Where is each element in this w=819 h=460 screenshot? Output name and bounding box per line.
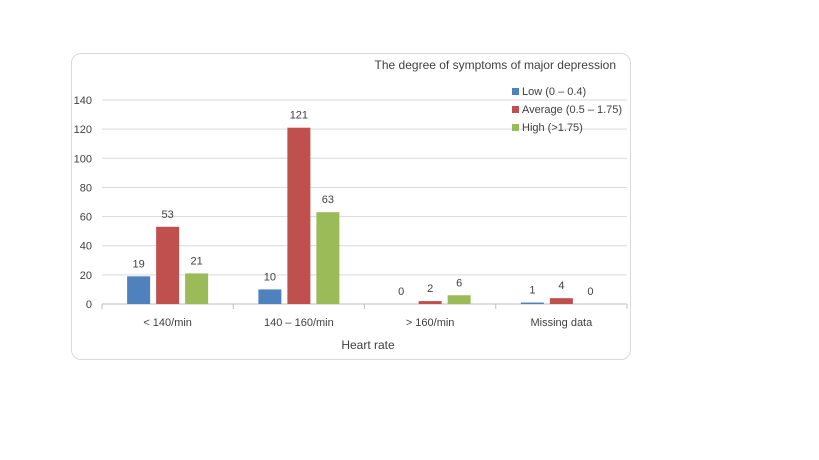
bar [520,302,544,304]
data-label: 6 [456,277,462,289]
y-tick-label: 80 [80,182,92,194]
x-tick-label: 140 – 160/min [264,317,334,329]
bar [418,301,442,304]
x-tick-label: Missing data [530,317,593,329]
legend-swatch [512,124,519,131]
legend-swatch [512,106,519,113]
bar [447,295,471,304]
data-label: 0 [398,286,404,298]
bar [185,273,209,304]
bar [549,298,573,304]
y-tick-label: 40 [80,241,92,253]
data-label: 63 [322,194,334,206]
bars [127,127,573,304]
data-label: 4 [558,280,564,292]
bar [258,289,282,304]
data-label: 19 [133,258,145,270]
data-label: 0 [587,286,593,298]
data-label: 121 [290,110,308,122]
y-tick-label: 60 [80,212,92,224]
y-tick-label: 120 [74,124,92,136]
legend: Low (0 – 0.4) Average (0.5 – 1.75) High (>… [512,86,622,134]
y-tick-label: 100 [74,153,92,165]
bar [156,226,180,304]
data-label: 1 [529,285,535,297]
bar [287,127,311,304]
data-label: 2 [427,283,433,295]
legend-title: The degree of symptoms of major depressi… [375,58,616,72]
y-tick-label: 0 [86,299,92,311]
chart-frame [71,53,631,360]
x-axis-ticks: < 140/min 140 – 160/min > 160/min Missing d… [143,317,593,329]
legend-entry: Average (0.5 – 1.75) [522,104,622,116]
y-tick-label: 140 [74,95,92,107]
data-labels: 19 53 21 10 121 63 0 2 6 1 4 0 [133,110,594,298]
y-axis-ticks: 0 20 40 60 80 100 120 140 [74,95,92,311]
data-label: 21 [191,255,203,267]
legend-entry: High (>1.75) [522,122,583,134]
legend-swatch [512,88,519,95]
x-tick-label: > 160/min [406,317,455,329]
data-label: 10 [264,271,276,283]
data-label: 53 [162,209,174,221]
x-tick-label: < 140/min [143,317,192,329]
x-axis-title: Heart rate [341,338,395,352]
legend-entry: Low (0 – 0.4) [522,86,586,98]
y-tick-label: 20 [80,270,92,282]
bar [316,212,340,304]
bar [127,276,151,304]
